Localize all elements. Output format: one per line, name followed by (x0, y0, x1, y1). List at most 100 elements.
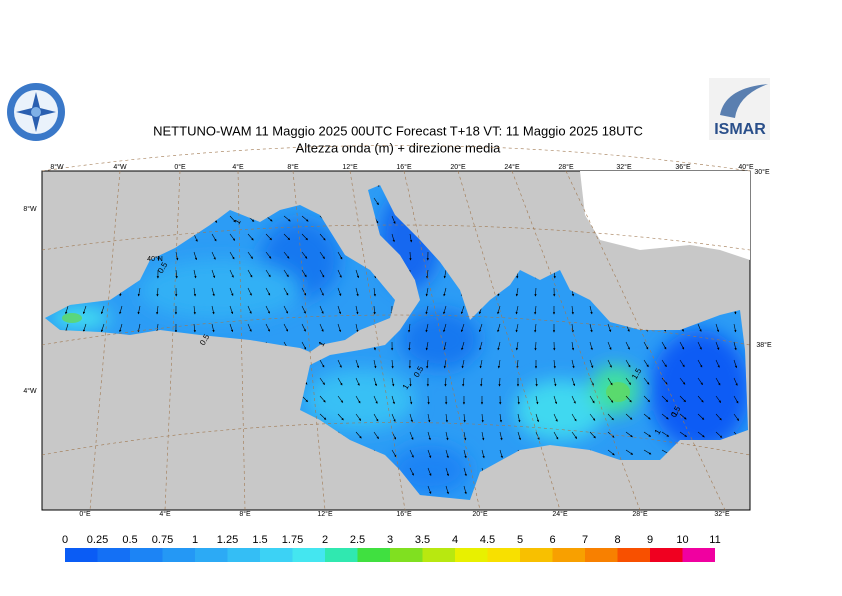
direction-arrow (733, 341, 737, 351)
direction-arrow (444, 377, 447, 387)
lon-label-top: 8°W (50, 163, 64, 171)
direction-arrow (373, 377, 377, 387)
direction-arrow (229, 305, 234, 315)
direction-arrow (515, 287, 519, 297)
direction-arrow (733, 413, 740, 421)
direction-arrow (715, 323, 720, 333)
direction-arrow (625, 449, 634, 455)
direction-arrow (247, 251, 253, 260)
direction-arrow (355, 377, 360, 386)
direction-arrow (211, 323, 215, 333)
direction-arrow (193, 233, 198, 242)
direction-arrow (497, 359, 501, 369)
direction-arrow (427, 395, 430, 405)
direction-arrow (535, 413, 540, 423)
direction-arrow (391, 359, 394, 369)
label-right: 38°E (756, 341, 772, 349)
direction-arrow (427, 431, 431, 441)
direction-arrow (607, 413, 614, 421)
title: NETTUNO-WAM 11 Maggio 2025 00UTC Forecas… (153, 123, 643, 138)
lon-label-top: 36°E (675, 163, 691, 171)
direction-arrow (679, 413, 687, 420)
direction-arrow (661, 395, 669, 403)
legend-swatch (195, 548, 228, 562)
direction-arrow (443, 323, 447, 333)
lon-label-top: 4°W (113, 163, 127, 171)
direction-arrow (156, 287, 159, 297)
direction-arrow (463, 449, 467, 459)
legend-tick-label: 1.25 (217, 534, 238, 546)
direction-arrow (427, 467, 432, 477)
direction-arrow (283, 287, 289, 296)
direction-arrow (265, 287, 271, 296)
legend-swatch (520, 548, 553, 562)
direction-arrow (445, 413, 448, 423)
direction-arrow (426, 359, 429, 369)
direction-arrow (283, 269, 289, 278)
direction-arrow (460, 323, 465, 333)
legend-tick-label: 3.5 (415, 534, 430, 546)
direction-arrow (445, 449, 449, 459)
direction-arrow (534, 323, 537, 333)
direction-arrow (625, 377, 632, 385)
direction-arrow (247, 287, 252, 296)
direction-arrow (301, 395, 308, 403)
direction-arrow (355, 287, 359, 297)
right-logo: ISMAR (709, 78, 770, 140)
lon-label-top: 16°E (396, 163, 412, 171)
direction-arrow (426, 269, 429, 279)
direction-arrow (535, 395, 539, 405)
direction-arrow (661, 359, 667, 368)
direction-arrow (319, 287, 324, 296)
direction-arrow (156, 305, 159, 315)
direction-arrow (425, 287, 429, 297)
direction-arrow (462, 377, 465, 387)
legend-swatch (357, 548, 390, 562)
legend-swatch (227, 548, 260, 562)
legend-tick-label: 2 (322, 534, 328, 546)
direction-arrow (355, 269, 360, 279)
direction-arrow (517, 431, 521, 441)
direction-arrow (265, 233, 272, 241)
direction-arrow (661, 413, 669, 420)
direction-arrow (137, 287, 141, 297)
direction-arrow (391, 413, 396, 422)
direction-arrow (445, 485, 449, 495)
direction-arrow (445, 431, 449, 441)
direction-arrow (283, 215, 291, 222)
direction-arrow (301, 305, 306, 314)
direction-arrow (480, 377, 483, 387)
direction-arrow (589, 431, 596, 439)
contour-label: 1 (401, 382, 411, 391)
direction-arrow (337, 251, 343, 260)
direction-arrow (355, 413, 362, 421)
contour-label: 1 (233, 217, 243, 226)
direction-arrow (409, 395, 413, 405)
direction-arrow (643, 359, 649, 368)
direction-arrow (497, 323, 501, 333)
direction-arrow (137, 323, 141, 333)
direction-arrow (427, 485, 432, 495)
direction-arrow (643, 449, 652, 455)
direction-arrow (463, 413, 466, 423)
legend-tick-label: 7 (582, 534, 588, 546)
direction-arrow (481, 431, 485, 441)
direction-arrow (443, 269, 447, 279)
direction-arrow (515, 323, 519, 333)
legend-swatch (292, 548, 325, 562)
direction-arrow (301, 287, 307, 296)
direction-arrow (679, 377, 686, 385)
legend-tick-label: 0.75 (152, 534, 173, 546)
direction-arrow (589, 413, 596, 421)
direction-arrow (715, 431, 723, 438)
direction-arrow (733, 377, 738, 386)
direction-arrow (733, 359, 738, 369)
legend-swatch (650, 548, 683, 562)
direction-arrow (193, 323, 196, 333)
direction-arrow (409, 233, 413, 243)
legend-tick-label: 5 (517, 534, 523, 546)
direction-arrow (571, 323, 574, 333)
direction-arrow (443, 287, 447, 297)
direction-arrow (679, 341, 685, 350)
direction-arrow (319, 269, 325, 278)
